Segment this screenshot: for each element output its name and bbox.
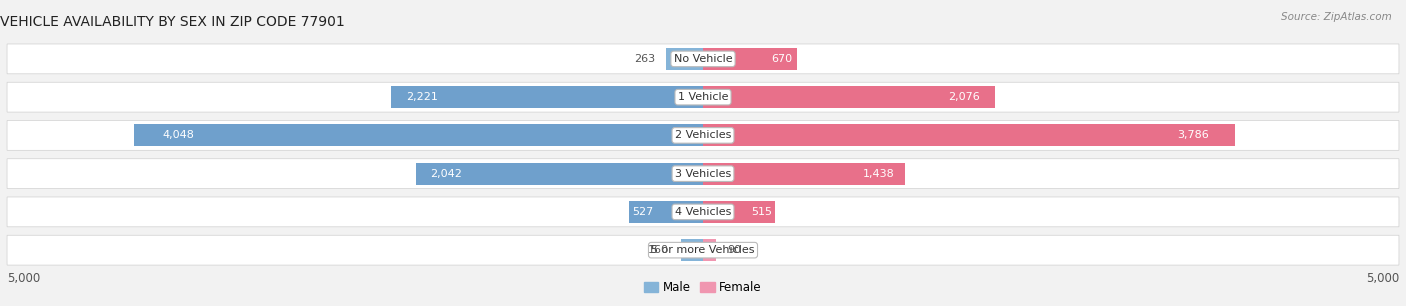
FancyBboxPatch shape xyxy=(7,44,1399,74)
Text: 90: 90 xyxy=(727,245,741,255)
Text: 3,786: 3,786 xyxy=(1177,130,1209,140)
Text: 2,076: 2,076 xyxy=(949,92,980,102)
Bar xyxy=(666,48,703,70)
Text: 1 Vehicle: 1 Vehicle xyxy=(678,92,728,102)
Bar xyxy=(703,162,905,185)
Text: 1,438: 1,438 xyxy=(863,169,896,179)
FancyBboxPatch shape xyxy=(7,159,1399,188)
Text: 515: 515 xyxy=(751,207,772,217)
Text: 4 Vehicles: 4 Vehicles xyxy=(675,207,731,217)
FancyBboxPatch shape xyxy=(7,235,1399,265)
Text: VEHICLE AVAILABILITY BY SEX IN ZIP CODE 77901: VEHICLE AVAILABILITY BY SEX IN ZIP CODE … xyxy=(0,15,344,29)
Bar xyxy=(703,124,1236,147)
Text: 527: 527 xyxy=(633,207,654,217)
Text: No Vehicle: No Vehicle xyxy=(673,54,733,64)
Text: 5,000: 5,000 xyxy=(7,272,41,285)
Text: 2 Vehicles: 2 Vehicles xyxy=(675,130,731,140)
Text: 670: 670 xyxy=(772,54,793,64)
FancyBboxPatch shape xyxy=(7,121,1399,150)
Text: 5 or more Vehicles: 5 or more Vehicles xyxy=(651,245,755,255)
Text: Source: ZipAtlas.com: Source: ZipAtlas.com xyxy=(1281,12,1392,22)
Bar xyxy=(703,48,797,70)
FancyBboxPatch shape xyxy=(7,82,1399,112)
FancyBboxPatch shape xyxy=(7,197,1399,227)
Bar xyxy=(703,201,776,223)
Bar xyxy=(703,239,716,261)
Text: 160: 160 xyxy=(648,245,669,255)
Bar xyxy=(416,162,703,185)
Bar xyxy=(391,86,703,108)
Bar xyxy=(703,86,995,108)
Text: 5,000: 5,000 xyxy=(1365,272,1399,285)
Legend: Male, Female: Male, Female xyxy=(640,276,766,299)
Text: 3 Vehicles: 3 Vehicles xyxy=(675,169,731,179)
Text: 4,048: 4,048 xyxy=(162,130,194,140)
Text: 263: 263 xyxy=(634,54,655,64)
Text: 2,221: 2,221 xyxy=(406,92,439,102)
Bar xyxy=(628,201,703,223)
Bar xyxy=(134,124,703,147)
Bar xyxy=(681,239,703,261)
Text: 2,042: 2,042 xyxy=(430,169,463,179)
